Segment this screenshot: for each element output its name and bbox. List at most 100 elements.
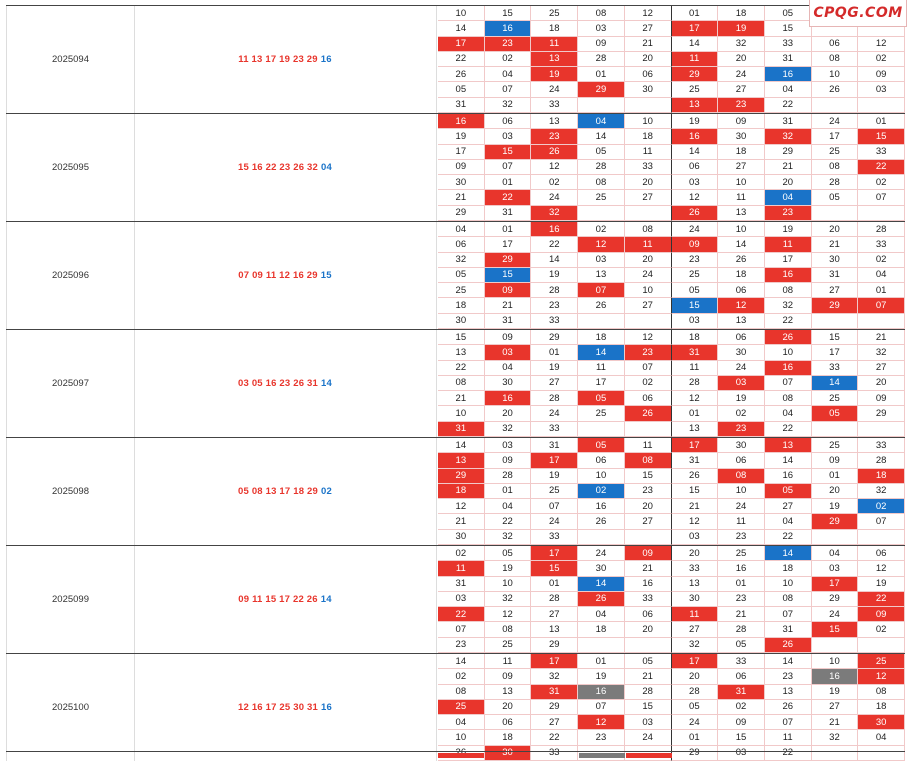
number-cell: 04 [764,82,812,98]
number-cell: 12 [531,159,579,176]
number-grid: 15 09 29 18 12 18 06 26 15 21 13 03 01 14 23 31 30 10 17 32… [438,330,905,437]
highlighted-number-cell: 15 [858,129,905,145]
number-cell: 08 [764,591,812,608]
number-cell: 02 [438,546,485,562]
number-cell: 06 [438,237,485,253]
number-cell: 24 [531,190,579,206]
number-cell: 05 [811,190,859,206]
number-cell: 24 [671,222,719,238]
highlighted-number-cell: 13 [438,453,485,469]
number-cell: 02 [624,375,672,392]
red-ball-numbers: 15 16 22 23 26 32 [238,162,319,173]
number-cell: 24 [671,715,719,731]
number-cell: 01 [811,468,859,484]
number-cell: 21 [438,190,485,206]
number-cell: 12 [671,514,719,530]
number-cell: 27 [811,699,859,716]
highlighted-number-cell: 18 [858,468,905,484]
number-cell: 18 [718,6,765,22]
number-cell: 01 [484,483,532,500]
number-cell [811,529,859,545]
highlighted-number-cell: 09 [624,546,672,562]
number-cell: 12 [624,330,672,346]
number-cell: 06 [624,391,672,407]
number-cell: 08 [858,684,905,700]
number-cell: 33 [624,591,672,608]
highlighted-number-cell: 26 [531,144,579,160]
highlighted-number-cell: 14 [811,375,859,392]
number-grid: 14 11 17 01 05 17 33 14 10 25 02 09 32 19 21 20 06 23 16 12… [438,654,905,761]
highlighted-number-cell: 15 [671,298,719,314]
highlighted-number-cell: 16 [531,222,579,238]
number-cell: 32 [858,345,905,361]
number-cell: 04 [811,546,859,562]
number-cell: 01 [671,406,719,422]
number-cell: 29 [811,591,859,608]
highlighted-number-cell: 17 [671,438,719,454]
draw-row: 2025096 07 09 11 12 16 29 15 04 01 16 02 08 24 10… [6,221,905,329]
number-cell: 24 [811,114,859,130]
blue-ball-number: 14 [320,594,332,605]
number-cell: 06 [858,546,905,562]
number-cell: 16 [718,561,765,577]
number-cell: 06 [624,607,672,623]
number-cell: 27 [671,622,719,638]
number-cell: 07 [764,375,812,392]
number-cell: 01 [484,222,532,238]
number-cell: 01 [671,6,719,22]
highlighted-number-cell: 23 [718,97,765,113]
highlighted-number-cell: 16 [484,21,532,37]
highlighted-number-cell: 17 [811,576,859,592]
highlighted-number-cell: 12 [718,298,765,314]
number-cell: 24 [718,499,765,515]
number-cell: 05 [438,267,485,284]
number-cell: 25 [438,283,485,299]
number-cell: 30 [718,438,765,454]
number-cell: 19 [671,114,719,130]
number-cell: 18 [858,699,905,716]
number-cell: 32 [484,97,532,113]
issue-number: 2025100 [6,654,135,761]
number-cell: 31 [484,313,532,329]
number-cell: 07 [578,699,625,716]
number-cell: 03 [484,438,532,454]
number-cell: 14 [764,654,812,670]
number-cell: 15 [671,483,719,500]
highlighted-number-cell: 23 [764,205,812,221]
number-cell: 27 [764,499,812,515]
highlighted-number-cell: 14 [578,576,625,592]
number-cell: 13 [718,205,765,221]
number-cell: 22 [484,514,532,530]
highlighted-number-cell: 11 [671,607,719,623]
highlighted-number-cell: 16 [811,669,859,685]
highlighted-number-cell: 02 [858,499,905,515]
number-cell: 32 [718,36,765,52]
highlighted-number-cell: 15 [531,561,579,577]
highlighted-number-cell: 31 [718,684,765,700]
highlighted-number-cell: 22 [858,159,905,176]
number-cell: 25 [671,82,719,98]
number-cell [858,97,905,113]
number-cell: 29 [531,637,579,653]
number-cell: 25 [484,637,532,653]
number-cell: 23 [718,591,765,608]
number-cell: 08 [578,175,625,191]
number-cell: 33 [531,421,579,437]
red-ball-numbers: 09 11 15 17 22 26 [238,594,318,605]
blue-ball-number: 15 [320,270,332,281]
highlighted-number-cell: 08 [718,468,765,484]
number-cell: 32 [484,529,532,545]
number-cell: 20 [624,51,672,68]
number-cell: 29 [531,330,579,346]
highlighted-number-cell: 16 [578,684,625,700]
number-cell: 18 [578,330,625,346]
number-cell: 17 [811,345,859,361]
winning-numbers: 12 16 17 25 30 31 16 [134,654,437,761]
number-cell: 02 [858,175,905,191]
number-cell: 16 [764,468,812,484]
highlighted-number-cell: 15 [811,622,859,638]
number-cell: 18 [764,561,812,577]
number-cell: 09 [858,67,905,83]
number-cell: 11 [671,360,719,376]
number-cell: 24 [624,267,672,284]
